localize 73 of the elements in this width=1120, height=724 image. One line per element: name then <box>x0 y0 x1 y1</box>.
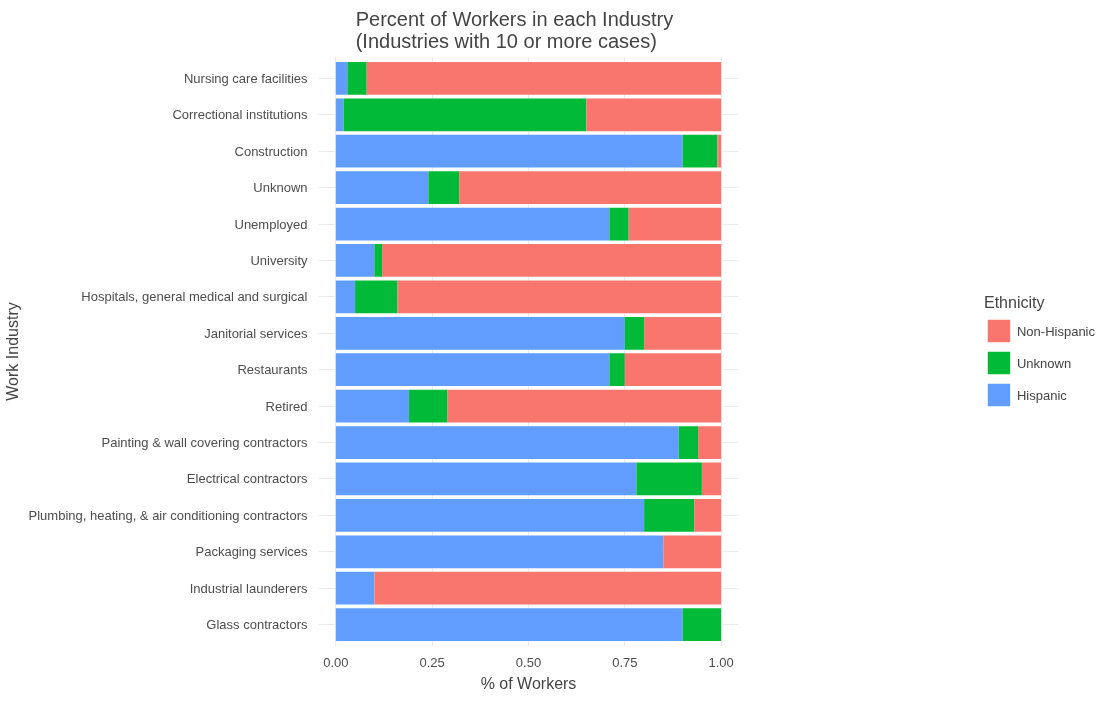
x-axis-title: % of Workers <box>480 674 577 692</box>
x-tick-label: 0.75 <box>612 654 638 670</box>
bar <box>335 134 683 168</box>
y-axis-title: Work Industry <box>3 302 21 401</box>
bar <box>682 134 718 168</box>
bar <box>609 353 625 387</box>
y-tick-label: University <box>250 252 308 268</box>
bar <box>678 426 699 459</box>
bar <box>374 244 383 277</box>
bar <box>335 316 625 350</box>
bar <box>586 98 722 132</box>
bar <box>335 207 610 241</box>
bar <box>335 98 344 132</box>
bar <box>397 280 722 314</box>
bar <box>628 207 722 241</box>
bar <box>701 462 722 496</box>
bar <box>409 389 448 423</box>
bar <box>335 571 375 605</box>
y-tick-label: Correctional institutions <box>172 107 308 123</box>
chart-title: Percent of Workers in each Industry (Industries with 10 or more cases) <box>355 7 674 52</box>
bar <box>366 61 722 95</box>
bar <box>624 316 645 350</box>
bar <box>335 61 348 95</box>
y-tick-label: Retired <box>265 398 308 414</box>
legend-label: Hispanic <box>1016 387 1067 402</box>
bar <box>624 353 722 387</box>
bar <box>335 353 610 387</box>
y-tick-label: Glass contractors <box>206 617 308 633</box>
bar <box>682 608 722 642</box>
bar <box>335 462 637 496</box>
bar <box>335 535 664 569</box>
bar <box>335 608 683 642</box>
bar <box>428 171 460 204</box>
bar <box>644 316 722 350</box>
x-tick-label: 0.25 <box>419 654 445 670</box>
bar <box>447 389 722 423</box>
bar <box>347 61 367 95</box>
bar <box>355 280 398 314</box>
bar <box>335 389 410 423</box>
bar <box>335 280 356 314</box>
y-tick-label: Industrial launderers <box>189 580 308 596</box>
legend-title: Ethnicity <box>983 293 1046 312</box>
bar <box>343 98 587 132</box>
bar <box>663 535 722 569</box>
bar <box>382 244 722 277</box>
bar <box>644 499 695 532</box>
bar <box>335 499 645 532</box>
y-tick-label: Plumbing, heating, & air conditioning contractors <box>28 507 308 523</box>
bar <box>698 426 722 459</box>
bar <box>335 426 679 459</box>
bar <box>459 171 722 204</box>
bar <box>335 171 429 204</box>
y-tick-label: Electrical contractors <box>186 471 308 487</box>
bar <box>609 207 629 241</box>
y-tick-label: Painting & wall covering contractors <box>101 435 308 451</box>
bar <box>335 244 375 277</box>
legend-label: Non-Hispanic <box>1016 323 1096 338</box>
bar <box>717 134 722 168</box>
y-tick-label: Construction <box>234 143 308 159</box>
y-tick-label: Nursing care facilities <box>183 70 308 86</box>
y-tick-label: Unemployed <box>234 216 308 232</box>
y-tick-label: Janitorial services <box>204 325 308 341</box>
y-tick-label: Packaging services <box>195 544 308 560</box>
bar <box>374 571 722 605</box>
y-tick-label: Unknown <box>253 180 308 196</box>
x-tick-label: 0.00 <box>323 654 349 670</box>
x-tick-label: 1.00 <box>708 654 734 670</box>
y-tick-label: Hospitals, general medical and surgical <box>81 289 308 305</box>
x-tick-label: 0.50 <box>515 654 542 670</box>
y-tick-label: Restaurants <box>237 362 308 378</box>
bar <box>636 462 702 496</box>
legend-label: Unknown <box>1016 355 1072 370</box>
bar <box>694 499 722 532</box>
